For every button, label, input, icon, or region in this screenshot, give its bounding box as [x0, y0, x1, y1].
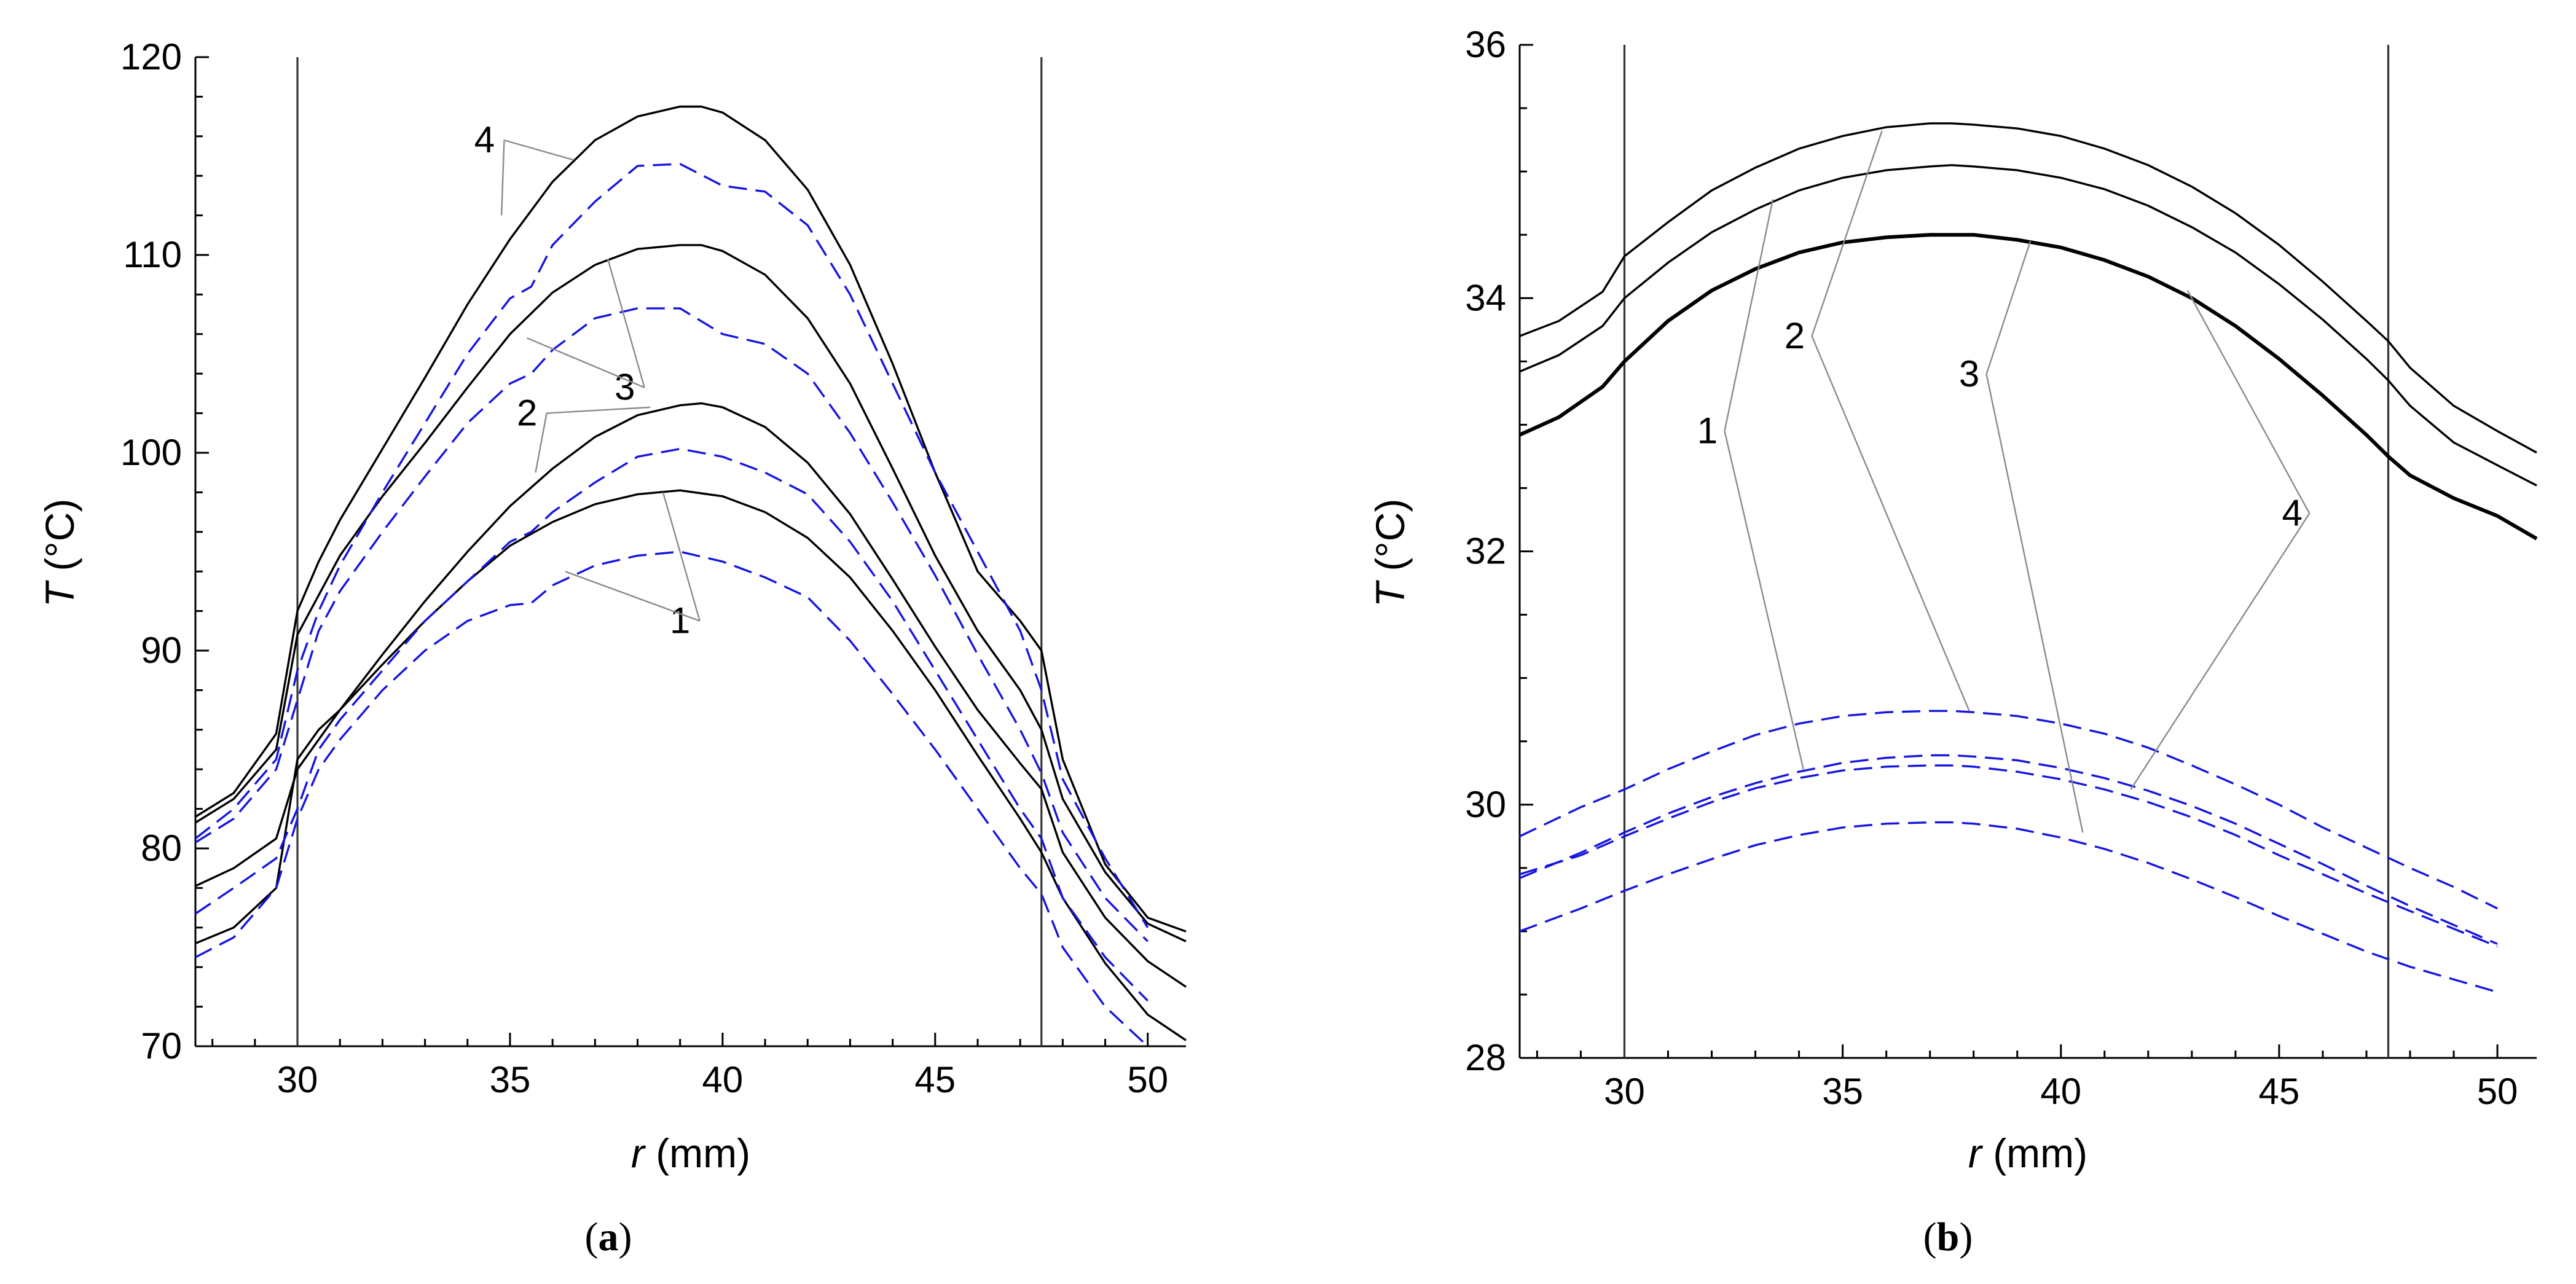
leader-line-4-a — [500, 140, 505, 216]
x-tick-label-a: 50 — [1127, 1059, 1168, 1100]
leader-line-4-b — [2130, 513, 2311, 790]
leader-line-3-b — [1985, 374, 2084, 833]
series-3-computed-a — [195, 244, 1187, 942]
x-axis-var: r — [1968, 1130, 1984, 1176]
x-tick-label-a: 30 — [277, 1059, 318, 1100]
y-axis-var: T — [1367, 579, 1413, 607]
x-tick-label-b: 35 — [1822, 1071, 1863, 1112]
curve-label-1-b: 1 — [1697, 410, 1718, 452]
x-tick-label-b: 40 — [2040, 1071, 2081, 1112]
leader-line-2-a — [546, 406, 651, 414]
series-4-measured-b — [1519, 821, 2498, 993]
series-2-measured-b — [1519, 754, 2498, 945]
curve-label-1-a: 1 — [670, 600, 690, 641]
series-2-computed-b — [1518, 233, 2538, 541]
leader-line-3-b — [1985, 241, 2032, 375]
series-3-measured-b — [1519, 764, 2498, 948]
leader-line-1-a — [565, 571, 701, 622]
series-4-measured-a — [194, 163, 1149, 928]
y-tick-label-a: 80 — [141, 828, 182, 869]
leader-line-1-a — [662, 492, 701, 622]
x-tick-label-b: 30 — [1604, 1071, 1645, 1112]
series-1-computed-a — [195, 489, 1187, 1041]
y-tick-label-b: 28 — [1465, 1037, 1506, 1078]
curve-label-4-b: 4 — [2282, 493, 2303, 534]
leader-line-4-a — [504, 139, 575, 161]
curve-label-4-a: 4 — [474, 119, 495, 160]
x-axis-label-b: r (mm) — [1968, 1130, 2087, 1176]
leader-line-2-b — [1811, 130, 1883, 337]
y-axis-label-b: T (°C) — [1367, 499, 1413, 608]
y-tick-label-a: 70 — [141, 1025, 182, 1067]
y-tick-label-b: 36 — [1465, 24, 1506, 65]
panel-label-b: (b) — [1923, 1215, 1973, 1259]
curve-label-2-b: 2 — [1785, 315, 1805, 356]
curve-label-3-b: 3 — [1959, 353, 1979, 394]
y-tick-label-b: 34 — [1465, 277, 1506, 318]
x-axis-label-a: r (mm) — [631, 1130, 750, 1176]
leader-line-2-a — [535, 413, 548, 473]
y-tick-label-a: 120 — [120, 36, 182, 77]
series-1-measured-a — [195, 550, 1149, 1047]
chart-panel-a: 30 35 40 45 50 70 80 90 100 110 120 4 3 2 1 r (mm) T (°C… — [37, 36, 1187, 1259]
x-tick-label-a: 45 — [914, 1059, 956, 1100]
leader-line-3-a — [527, 337, 645, 388]
leader-line-4-b — [2186, 290, 2311, 514]
y-axis-unit: (°C) — [37, 499, 82, 582]
leader-line-1-b — [1724, 199, 1774, 431]
x-axis-var: r — [631, 1130, 646, 1176]
curve-label-3-a: 3 — [615, 367, 635, 408]
series-1-measured-b — [1519, 710, 2498, 910]
y-tick-label-a: 110 — [123, 234, 182, 275]
leader-line-1-b — [1724, 431, 1804, 770]
x-tick-label-a: 40 — [702, 1059, 744, 1100]
y-tick-label-a: 90 — [141, 630, 182, 671]
panel-label-a: (a) — [585, 1215, 632, 1259]
series-3-computed-b — [1519, 164, 2537, 487]
series-2-computed-a — [195, 402, 1187, 988]
curve-label-2-a: 2 — [517, 393, 537, 434]
x-axis-unit: (mm) — [645, 1130, 750, 1176]
x-axis-unit: (mm) — [1982, 1130, 2087, 1176]
y-axis-var: T — [37, 579, 82, 607]
y-tick-label-a: 100 — [120, 432, 182, 473]
x-tick-label-b: 45 — [2259, 1071, 2300, 1112]
series-4-computed-a — [195, 105, 1187, 933]
x-tick-label-b: 50 — [2477, 1071, 2518, 1112]
series-4-computed-b — [1519, 122, 2537, 454]
leader-line-2-b — [1811, 335, 1970, 711]
leader-line-3-a — [607, 259, 645, 388]
y-axis-label-a: T (°C) — [37, 499, 82, 608]
x-tick-label-a: 35 — [490, 1059, 531, 1100]
series-3-measured-a — [195, 307, 1149, 942]
y-axis-unit: (°C) — [1367, 499, 1413, 582]
y-tick-label-b: 32 — [1465, 531, 1506, 572]
series-2-measured-a — [195, 447, 1149, 1002]
y-tick-label-b: 30 — [1465, 784, 1506, 825]
